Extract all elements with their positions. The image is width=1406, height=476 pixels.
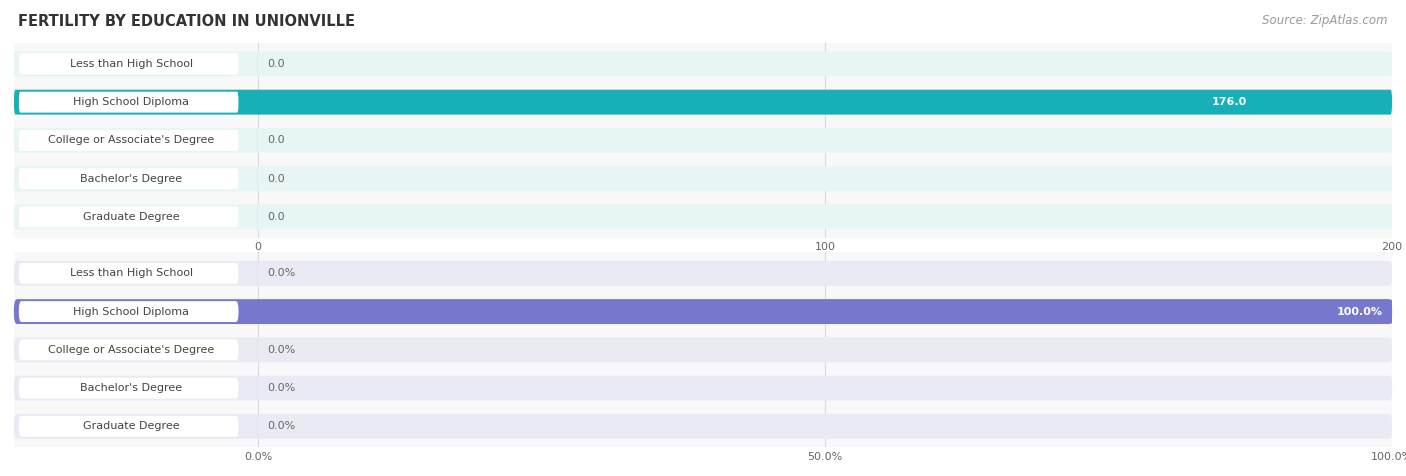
Text: Less than High School: Less than High School — [69, 268, 193, 278]
Text: Graduate Degree: Graduate Degree — [83, 212, 180, 222]
FancyBboxPatch shape — [14, 337, 1392, 362]
FancyBboxPatch shape — [18, 168, 239, 189]
FancyBboxPatch shape — [14, 414, 1392, 439]
FancyBboxPatch shape — [18, 53, 239, 74]
FancyBboxPatch shape — [257, 300, 1392, 324]
Text: College or Associate's Degree: College or Associate's Degree — [48, 135, 214, 146]
Text: FERTILITY BY EDUCATION IN UNIONVILLE: FERTILITY BY EDUCATION IN UNIONVILLE — [18, 14, 356, 30]
FancyBboxPatch shape — [14, 299, 1392, 324]
Text: 176.0: 176.0 — [1212, 97, 1247, 107]
Text: Graduate Degree: Graduate Degree — [83, 421, 180, 431]
Text: 0.0: 0.0 — [267, 135, 284, 146]
FancyBboxPatch shape — [14, 205, 1392, 229]
Text: High School Diploma: High School Diploma — [73, 307, 188, 317]
Text: Bachelor's Degree: Bachelor's Degree — [80, 383, 183, 393]
Text: Bachelor's Degree: Bachelor's Degree — [80, 174, 183, 184]
Text: 0.0: 0.0 — [267, 212, 284, 222]
FancyBboxPatch shape — [18, 130, 239, 151]
Text: Less than High School: Less than High School — [69, 59, 193, 69]
Text: 0.0: 0.0 — [267, 59, 284, 69]
Text: High School Diploma: High School Diploma — [73, 97, 188, 107]
FancyBboxPatch shape — [18, 301, 239, 322]
FancyBboxPatch shape — [14, 166, 1392, 191]
Text: 0.0: 0.0 — [267, 174, 284, 184]
FancyBboxPatch shape — [14, 128, 1392, 153]
FancyBboxPatch shape — [14, 261, 1392, 286]
FancyBboxPatch shape — [14, 89, 1392, 115]
Text: 0.0%: 0.0% — [267, 345, 295, 355]
FancyBboxPatch shape — [14, 376, 1392, 401]
Text: 0.0%: 0.0% — [267, 268, 295, 278]
FancyBboxPatch shape — [18, 416, 239, 437]
FancyBboxPatch shape — [14, 51, 1392, 76]
FancyBboxPatch shape — [18, 92, 239, 113]
Text: 0.0%: 0.0% — [267, 421, 295, 431]
FancyBboxPatch shape — [18, 263, 239, 284]
FancyBboxPatch shape — [18, 207, 239, 228]
Text: College or Associate's Degree: College or Associate's Degree — [48, 345, 214, 355]
FancyBboxPatch shape — [18, 377, 239, 398]
Text: Source: ZipAtlas.com: Source: ZipAtlas.com — [1263, 14, 1388, 27]
FancyBboxPatch shape — [18, 339, 239, 360]
Text: 100.0%: 100.0% — [1337, 307, 1384, 317]
Text: 0.0%: 0.0% — [267, 383, 295, 393]
FancyBboxPatch shape — [257, 90, 1256, 114]
